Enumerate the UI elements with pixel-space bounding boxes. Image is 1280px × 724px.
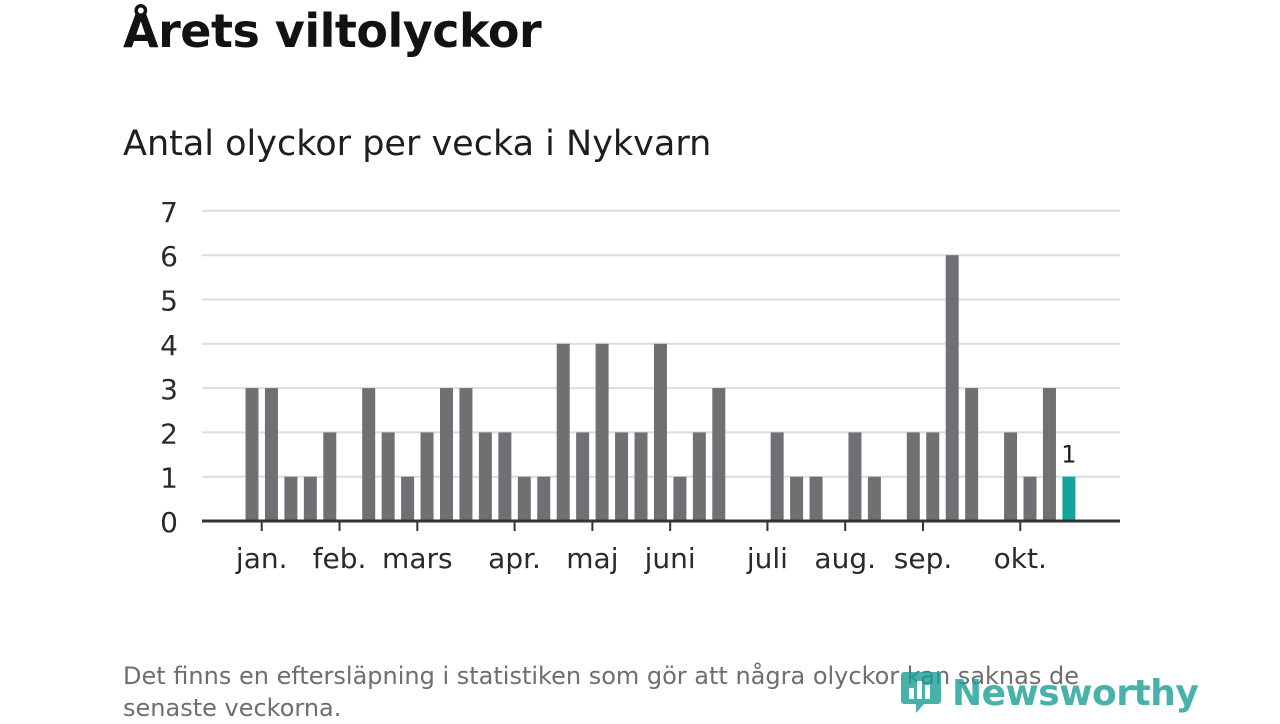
bar	[692, 432, 706, 521]
y-tick-label: 1	[160, 462, 178, 495]
y-tick-label: 7	[160, 196, 178, 229]
bars: 1	[245, 255, 1077, 521]
bar	[537, 476, 551, 521]
bar-highlight	[1062, 476, 1076, 521]
bar	[615, 432, 629, 521]
y-tick-label: 5	[160, 285, 178, 318]
bar	[362, 388, 376, 521]
bar	[906, 432, 920, 521]
chart-title: Årets viltolyckor	[123, 4, 542, 58]
bar	[284, 476, 298, 521]
bar	[459, 388, 473, 521]
bar	[478, 432, 492, 521]
bar	[809, 476, 823, 521]
bar	[848, 432, 862, 521]
y-tick-label: 3	[160, 373, 178, 406]
y-tick-label: 6	[160, 240, 178, 273]
bar	[1004, 432, 1018, 521]
bar	[1042, 388, 1056, 521]
x-tick-label: maj	[566, 542, 618, 575]
bar	[303, 476, 317, 521]
bar	[634, 432, 648, 521]
bar	[673, 476, 687, 521]
bar	[1023, 476, 1037, 521]
bar	[867, 476, 881, 521]
y-axis-labels: 0 1 2 3 4 5 6 7	[160, 196, 178, 539]
bar	[381, 432, 395, 521]
x-tick-label: okt.	[994, 542, 1047, 575]
bar	[945, 255, 959, 521]
bar-chart: 0 1 2 3 4 5 6 7 1 jan. feb. mars apr. maj juni juli au…	[160, 196, 1120, 575]
bar	[323, 432, 337, 521]
brand-name: Newsworthy	[952, 672, 1199, 714]
newsworthy-logo: Newsworthy	[900, 668, 1199, 718]
bar	[770, 432, 784, 521]
bar	[498, 432, 512, 521]
x-tick-label: juli	[746, 542, 788, 575]
x-tick-label: feb.	[313, 542, 367, 575]
y-tick-label: 2	[160, 417, 178, 450]
bar	[401, 476, 415, 521]
bar-data-label: 1	[1061, 441, 1076, 469]
bar	[245, 388, 259, 521]
bar	[420, 432, 434, 521]
y-tick-label: 4	[160, 329, 178, 362]
x-axis-labels: jan. feb. mars apr. maj juni juli aug. sep. okt.	[235, 542, 1047, 575]
x-tick-label: apr.	[488, 542, 541, 575]
x-tick-label: mars	[382, 542, 453, 575]
bar	[595, 343, 609, 521]
newsworthy-bar-icon	[900, 668, 942, 718]
bar	[790, 476, 804, 521]
x-axis	[202, 519, 1120, 531]
bar	[653, 343, 667, 521]
bar	[576, 432, 590, 521]
y-tick-label: 0	[160, 506, 178, 539]
bar	[517, 476, 531, 521]
bar	[965, 388, 979, 521]
bar	[712, 388, 726, 521]
x-tick-label: aug.	[814, 542, 876, 575]
x-tick-label: sep.	[894, 542, 953, 575]
bar	[440, 388, 453, 521]
chart-subtitle: Antal olyckor per vecka i Nykvarn	[123, 124, 712, 164]
bar	[926, 432, 940, 521]
x-tick-label: juni	[644, 542, 696, 575]
bar	[556, 343, 570, 521]
bar	[264, 388, 278, 521]
x-tick-label: jan.	[235, 542, 288, 575]
